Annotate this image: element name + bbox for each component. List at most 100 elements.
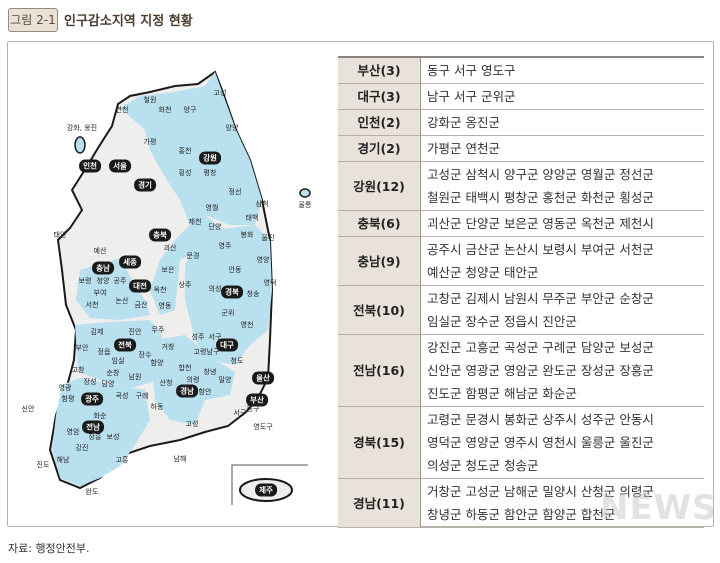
province-badge: 인천 (79, 159, 101, 173)
district-label: 부안 (75, 344, 89, 352)
region-name: 강원(12) (338, 161, 421, 211)
designated-chungbuk (150, 215, 225, 315)
district-label: 창녕 (203, 368, 217, 376)
district-label: 영월 (205, 204, 219, 212)
district-label: 예산 (93, 247, 107, 255)
district-line: 영덕군 영양군 영주시 영천시 울릉군 울진군 (427, 435, 654, 450)
district-line: 동구 서구 영도구 (427, 63, 516, 78)
district-line: 가평군 연천군 (427, 141, 500, 156)
district-label: 평창 (203, 169, 217, 177)
district-label: 보령 (78, 277, 92, 285)
district-label: 부여 (93, 289, 107, 297)
district-label: 청양 (96, 277, 110, 285)
district-label: 옥천 (153, 286, 167, 294)
figure-label: 그림 2-1 (8, 8, 58, 32)
district-line: 공주시 금산군 논산시 보령시 부여군 서천군 (427, 242, 654, 257)
district-label: 무주 (151, 326, 165, 334)
district-line: 강진군 고흥군 곡성군 구례군 담양군 보성군 (427, 340, 654, 355)
table-row: 충북(6) 괴산군 단양군 보은군 영동군 옥천군 제천시 (338, 210, 704, 237)
district-label: 고성 (185, 420, 199, 428)
district-label: 양양 (225, 124, 239, 132)
district-label: 봉화 (240, 231, 254, 239)
map-shapes (48, 70, 311, 505)
district-line: 남구 서구 군위군 (427, 89, 516, 104)
district-label: 영주 (218, 242, 232, 250)
province-badge: 울산 (252, 371, 274, 385)
district-list: 강진군 고흥군 곡성군 구례군 담양군 보성군 신안군 영광군 영암군 완도군 장… (420, 334, 704, 407)
province-badge: 제주 (255, 483, 277, 497)
source-note: 자료: 행정안전부. (8, 542, 90, 555)
district-line: 괴산군 단양군 보은군 영동군 옥천군 제천시 (427, 216, 654, 231)
district-label: 해남 (56, 456, 70, 464)
district-label: 청도 (230, 357, 244, 365)
district-label: 울진 (261, 234, 275, 242)
district-line: 창녕군 하동군 함안군 함양군 합천군 (427, 507, 616, 522)
inset-frame (231, 464, 308, 505)
district-label: 영덕 (263, 279, 277, 287)
province-badge: 경북 (221, 285, 243, 299)
district-label: 영동 (158, 302, 172, 310)
table-row: 부산(3) 동구 서구 영도구 (338, 57, 704, 84)
district-label: 삼척 (255, 200, 269, 208)
region-name: 경남(11) (338, 478, 421, 528)
district-label: 서구 (233, 409, 247, 417)
district-label: 순창 (106, 369, 120, 377)
district-label: 금산 (134, 301, 148, 309)
district-label: 군위 (221, 309, 235, 317)
designated-gangwon (120, 72, 262, 225)
district-line: 거창군 고성군 남해군 밀양시 산청군 의령군 (427, 484, 654, 499)
table-row: 전남(16) 강진군 고흥군 곡성군 구례군 담양군 보성군 신안군 영광군 영암군… (338, 334, 704, 407)
region-name: 충남(9) (338, 236, 421, 286)
district-label: 밀양 (218, 376, 232, 384)
district-list: 괴산군 단양군 보은군 영동군 옥천군 제천시 (420, 210, 704, 237)
province-badge: 경남 (176, 384, 198, 398)
district-label: 연천 (115, 106, 129, 114)
region-name: 전남(16) (338, 334, 421, 407)
district-label: 영양 (256, 256, 270, 264)
table-row: 전북(10) 고창군 김제시 남원시 무주군 부안군 순창군 임실군 장수군 정읍시… (338, 285, 704, 335)
district-label: 고흥 (115, 456, 129, 464)
district-label: 의령 (186, 376, 200, 384)
region-name: 경기(2) (338, 135, 421, 162)
district-label: 울릉 (298, 201, 312, 209)
province-badge: 세종 (119, 255, 141, 269)
district-label: 괴산 (163, 244, 177, 252)
district-label: 태백 (245, 214, 259, 222)
district-label: 영도구 (253, 423, 273, 431)
district-line: 철원군 태백시 평창군 홍천군 화천군 횡성군 (427, 190, 654, 205)
district-label: 양구 (183, 106, 197, 114)
district-label: 서천 (85, 301, 99, 309)
korea-map: 고성 연천 철원 화천 양구 양양 강화, 옹진 가평 홍천 횡성 평창 정선 삼척 울릉 영월 태백 제천 단양… (0, 0, 340, 525)
ganghwa-island (74, 136, 86, 154)
district-label: 고창 (71, 366, 85, 374)
region-name: 대구(3) (338, 83, 421, 110)
district-label: 하동 (150, 403, 164, 411)
district-label: 고성 (213, 89, 227, 97)
district-label: 영광 (58, 384, 72, 392)
district-label: 구례 (135, 392, 149, 400)
district-list: 가평군 연천군 (420, 135, 704, 162)
district-label: 김제 (90, 328, 104, 336)
district-label: 강진 (75, 444, 89, 452)
district-label: 신안 (21, 405, 35, 413)
table-row: 경기(2) 가평군 연천군 (338, 135, 704, 162)
district-list: 남구 서구 군위군 (420, 83, 704, 110)
district-label: 진안 (128, 328, 142, 336)
district-label: 산청 (159, 379, 173, 387)
district-label: 안동 (228, 266, 242, 274)
district-label: 남원 (128, 373, 142, 381)
province-badge: 충북 (149, 228, 171, 242)
district-label: 합천 (178, 364, 192, 372)
designation-table: 부산(3) 동구 서구 영도구 대구(3) 남구 서구 군위군 인천(2) 강화군 옹진군… (338, 56, 704, 528)
district-label: 단양 (208, 223, 222, 231)
district-label: 문경 (186, 252, 200, 260)
district-line: 고성군 삼척시 양구군 양양군 영월군 정선군 (427, 167, 654, 182)
province-badge: 부산 (246, 393, 268, 407)
district-label: 강화, 옹진 (66, 124, 98, 132)
district-label: 청송 (246, 290, 260, 298)
region-name: 부산(3) (338, 57, 421, 84)
district-label: 영천 (240, 321, 254, 329)
